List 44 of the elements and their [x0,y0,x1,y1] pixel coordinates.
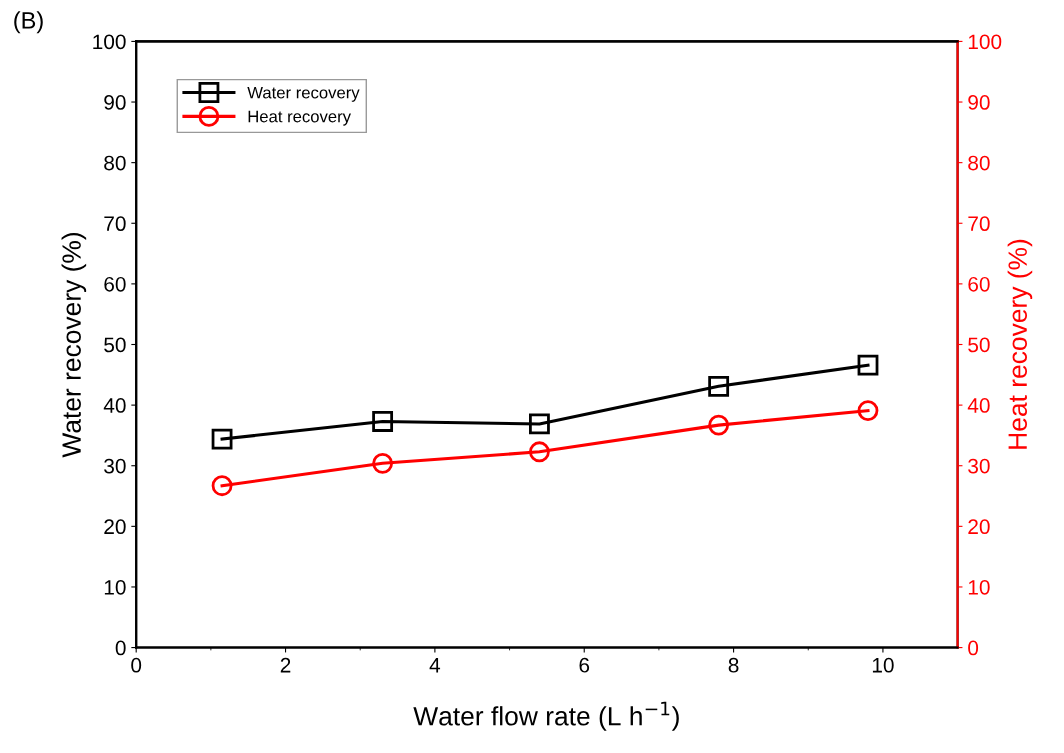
y-tick-label: 10 [104,579,126,595]
point [529,413,550,435]
y2-axis-title: Heat recovery (%) [1007,239,1033,449]
y-axis-title: Water recovery (%) [61,232,87,458]
y-tick-label: 80 [104,155,126,171]
point [708,375,730,397]
y2-tick-label: 0 [968,640,979,656]
legend-label: Heat recovery [248,110,351,126]
y2-tick-label: 30 [968,458,990,474]
y2-tick-label: 100 [968,34,1002,50]
x-tick-label: 0 [131,657,142,673]
y-tick-label: 90 [104,95,126,110]
y-tick-label: 0 [115,640,126,656]
text: (B) [14,11,43,34]
point [529,441,550,463]
point [211,428,233,450]
y2-tick-label: 50 [968,337,990,353]
x-tick-label: 10 [872,657,894,673]
point [857,400,879,421]
y-tick-label: 60 [104,276,126,292]
point [372,452,394,474]
y-tick-label: 20 [104,519,126,535]
x-tick-label: 6 [579,657,590,673]
legend-label: Water recovery [247,86,360,102]
point [857,354,879,376]
y2-tick-label: 10 [968,579,990,595]
point [372,411,394,432]
point [211,475,233,497]
x-tick-label: 4 [429,658,441,673]
y-tick-label: 50 [104,337,126,353]
y2-tick-label: 70 [968,216,990,232]
y2-tick-label: 80 [968,155,990,171]
y-tick-label: 40 [103,398,126,413]
y-tick-label: 70 [104,216,126,232]
y-tick-label: 30 [104,458,126,474]
x-tick-label: 8 [728,657,739,673]
y-tick-label: 100 [93,34,126,50]
y2-tick-label: 60 [968,276,990,292]
y2-tick-label: 90 [968,95,990,110]
y2-tick-label: 40 [967,398,990,413]
x-axis-title: Water flow rate (L h$^{−1}$) [413,701,679,731]
x-tick-label: 2 [280,657,291,673]
y2-tick-label: 20 [968,519,990,535]
point [708,414,730,436]
